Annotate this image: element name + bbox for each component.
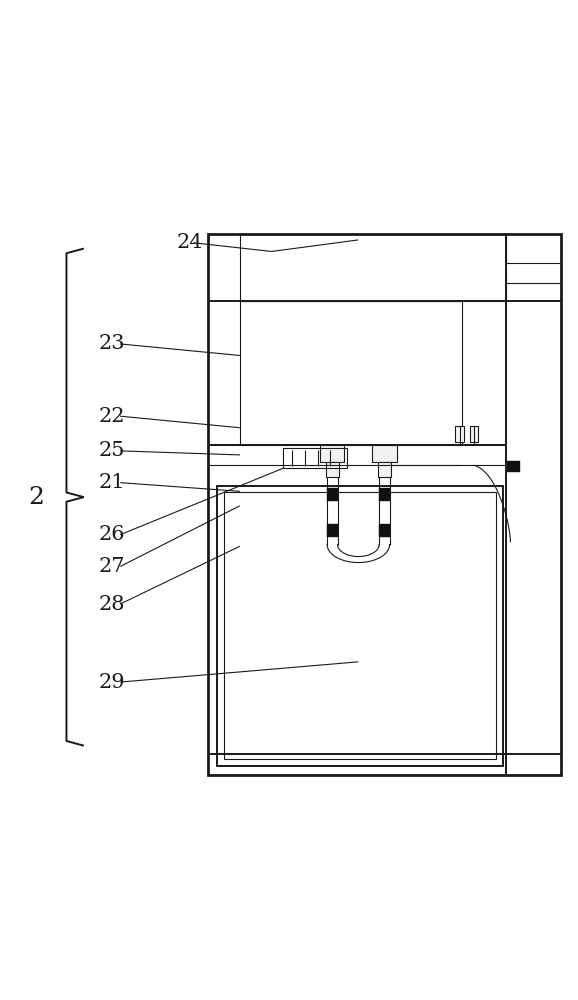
Bar [208, 234, 561, 775]
Text: 28: 28 [98, 595, 125, 614]
Text: 21: 21 [98, 473, 125, 492]
Bar [379, 524, 390, 537]
Bar [327, 524, 338, 537]
Bar [327, 488, 338, 501]
Bar [283, 448, 347, 468]
Text: 29: 29 [98, 673, 125, 692]
Text: 24: 24 [176, 233, 203, 252]
Text: 26: 26 [98, 525, 125, 544]
Text: 27: 27 [98, 557, 125, 576]
Bar [326, 462, 339, 477]
Bar [320, 445, 344, 462]
Bar [507, 461, 520, 472]
Bar [378, 462, 391, 477]
Bar [372, 445, 397, 462]
Bar [379, 488, 390, 501]
Text: 23: 23 [98, 334, 125, 353]
Bar [224, 492, 496, 759]
Text: 25: 25 [98, 441, 125, 460]
Bar [240, 234, 506, 301]
Bar [455, 426, 464, 442]
Text: 22: 22 [98, 407, 125, 426]
Bar [240, 301, 462, 445]
Text: 2: 2 [28, 486, 44, 509]
Bar [217, 486, 503, 766]
Bar [469, 426, 479, 442]
